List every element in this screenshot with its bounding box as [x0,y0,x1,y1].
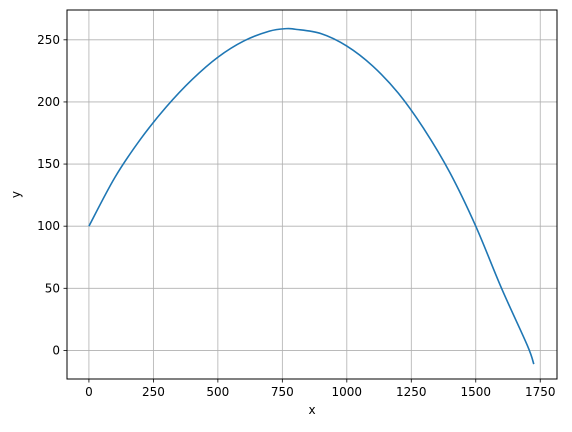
y-tick-label: 250 [37,33,60,47]
plot-area [88,27,535,365]
y-tick-label: 100 [37,219,60,233]
x-tick-label: 1250 [396,385,427,399]
y-tick-label: 50 [45,281,60,295]
x-tick-label: 0 [85,385,93,399]
x-tick-label: 1000 [332,385,363,399]
x-axis-label: x [308,403,315,417]
x-tick-label: 250 [142,385,165,399]
series-line [88,27,535,365]
x-tick-label: 500 [206,385,229,399]
y-tick-label: 0 [52,343,60,357]
grid-lines [67,10,557,379]
x-tick-label: 1750 [525,385,556,399]
axes-frame [66,9,558,380]
tick-marks: 0 250 500 750 1000 1250 1500 1750 0 50 100 150 200 25… [37,33,555,399]
x-tick-label: 1500 [460,385,491,399]
y-axis-label: y [9,191,23,198]
y-tick-label: 200 [37,95,60,109]
x-tick-label: 750 [271,385,294,399]
y-tick-label: 150 [37,157,60,171]
